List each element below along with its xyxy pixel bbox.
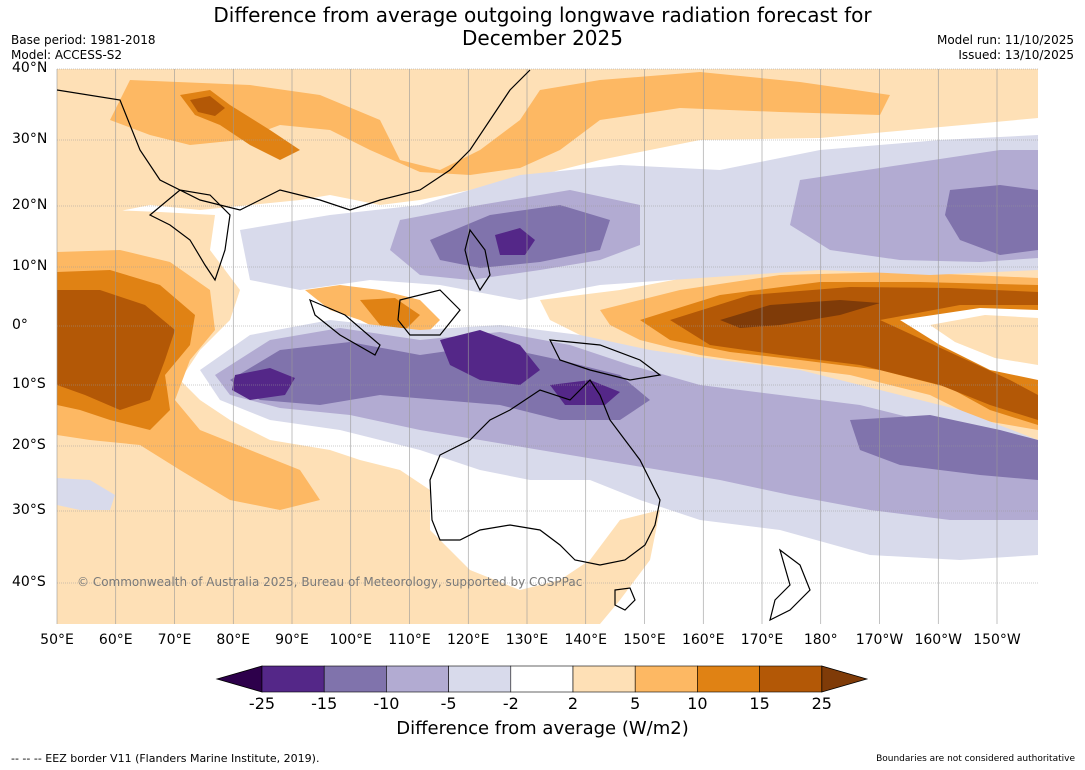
philippines-coastline xyxy=(464,228,491,292)
anomaly-region-indo-core xyxy=(440,330,540,385)
longitude-label: 130°E xyxy=(505,632,549,648)
base-period: Base period: 1981-2018 xyxy=(11,33,156,47)
run-info: Model run: 11/10/2025 Issued: 13/10/2025 xyxy=(937,33,1074,63)
colorbar-title: Difference from average (W/m2) xyxy=(0,718,1085,739)
anomaly-region-north-mid xyxy=(110,72,890,175)
colorbar-tick-label: -2 xyxy=(502,694,519,713)
colorbar-swatch xyxy=(323,665,387,693)
latitude-label: 20°N xyxy=(12,197,48,213)
colorbar-swatch xyxy=(510,665,574,693)
colorbar-tick-label: -15 xyxy=(311,694,338,713)
colorbar-tick-label: 10 xyxy=(687,694,708,713)
title-line-1: Difference from average outgoing longwav… xyxy=(213,3,872,27)
anomaly-region-npac-east-strong xyxy=(945,185,1038,255)
longitude-label: 170°E xyxy=(740,632,784,648)
longitude-label: 150°E xyxy=(623,632,666,648)
colorbar-over-arrow xyxy=(821,665,869,693)
latitude-label: 10°S xyxy=(12,376,46,392)
asia-coastline xyxy=(57,69,531,211)
colorbar-tick-label: -10 xyxy=(373,694,400,713)
latitude-label: 30°S xyxy=(12,502,46,518)
new-zealand-coastline xyxy=(769,548,811,622)
longitude-label: 80°E xyxy=(216,632,251,648)
colorbar-swatch xyxy=(386,665,449,693)
longitude-label: 100°E xyxy=(329,632,373,648)
longitude-label: 140°E xyxy=(564,632,608,648)
coastlines xyxy=(57,69,811,622)
longitude-label: 50°E xyxy=(40,632,74,648)
colorbar-swatch xyxy=(697,665,760,693)
latitude-label: 20°S xyxy=(12,437,46,453)
longitude-label: 90°E xyxy=(275,632,309,648)
colorbar-swatch xyxy=(448,665,512,693)
longitude-label: 160°W xyxy=(914,632,963,648)
anomaly-region-spac-east-strong xyxy=(850,415,1038,480)
anomaly-region-spac-strong xyxy=(230,342,650,420)
anomaly-region-pacific-gap-ring xyxy=(930,315,1038,365)
longitude-label: 160°E xyxy=(681,632,725,648)
map-title: Difference from average outgoing longwav… xyxy=(0,4,1085,50)
colorbar xyxy=(215,665,869,693)
longitude-label: 110°E xyxy=(388,632,431,648)
anomaly-region-sw-light xyxy=(57,478,115,510)
latitude-label: 30°N xyxy=(12,131,48,147)
india-coastline xyxy=(148,189,231,282)
sumatra-coastline xyxy=(309,298,381,356)
latitude-label: 40°S xyxy=(12,574,46,590)
anomaly-region-tibet-core xyxy=(190,96,225,116)
anomaly-region-phil-core xyxy=(495,228,535,255)
model-run: Model run: 11/10/2025 xyxy=(936,33,1074,47)
model-info: Base period: 1981-2018 Model: ACCESS-S2 xyxy=(11,33,156,63)
boundaries-note: Boundaries are not considered authoritat… xyxy=(876,754,1075,764)
longitude-label: 120°E xyxy=(446,632,490,648)
graticule xyxy=(56,68,1038,624)
colorbar-title-text: Difference from average (W/m2) xyxy=(396,718,689,739)
colorbar-tick-label: 5 xyxy=(630,694,641,713)
colorbar-swatch xyxy=(759,665,823,693)
new-guinea-coastline xyxy=(548,339,662,381)
colorbar-swatch xyxy=(634,665,698,693)
colorbar-tick-label: -5 xyxy=(440,694,457,713)
colorbar-tick-label: 25 xyxy=(811,694,832,713)
latitude-label: 0° xyxy=(12,317,28,333)
eez-note: -- -- -- EEZ border V11 (Flanders Marine… xyxy=(11,752,320,765)
tasmania-coastline xyxy=(614,587,636,611)
borneo-coastline xyxy=(397,289,461,336)
latitude-label: 40°N xyxy=(12,60,48,76)
title-line-2: December 2025 xyxy=(462,26,623,50)
colorbar-tick-label: -25 xyxy=(248,694,276,713)
anomaly-field xyxy=(57,69,1038,624)
colorbar-tick-label: 2 xyxy=(567,694,579,713)
latitude-label: 10°N xyxy=(12,258,48,274)
australia-coastline xyxy=(429,379,661,566)
model-name: Model: ACCESS-S2 xyxy=(11,48,123,62)
longitude-label: 170°W xyxy=(855,632,904,648)
longitude-label: 150°W xyxy=(973,632,1021,648)
longitude-label: 70°E xyxy=(157,632,192,648)
anomaly-region-malay-core xyxy=(360,298,420,330)
anomaly-region-pacific-max xyxy=(720,300,880,328)
colorbar-swatch xyxy=(261,665,325,693)
colorbar-under-arrow xyxy=(215,665,263,693)
copyright-notice: © Commonwealth of Australia 2025, Bureau… xyxy=(77,575,583,589)
issued-date: Issued: 13/10/2025 xyxy=(958,48,1074,62)
colorbar-swatch xyxy=(572,665,636,693)
colorbar-tick-label: 15 xyxy=(749,694,770,713)
anomaly-region-io-core xyxy=(232,368,295,400)
longitude-label: 180° xyxy=(803,632,838,648)
longitude-label: 60°E xyxy=(98,632,133,648)
